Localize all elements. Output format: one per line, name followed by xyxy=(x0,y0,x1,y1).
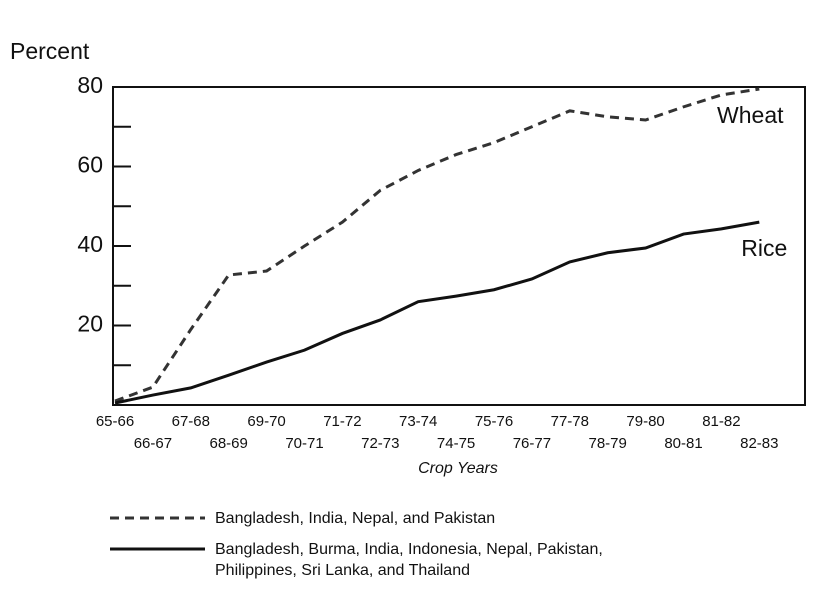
x-tick-label: 74-75 xyxy=(437,435,475,452)
y-tick-label: 60 xyxy=(77,152,103,178)
legend: Bangladesh, India, Nepal, and Pakistan Ba… xyxy=(110,508,605,591)
legend-label: Bangladesh, Burma, India, Indonesia, Nep… xyxy=(215,541,603,579)
legend-swatch xyxy=(110,547,205,551)
x-tick-label: 78-79 xyxy=(589,435,627,452)
series-line xyxy=(114,87,760,403)
legend-item: Bangladesh, Burma, India, Indonesia, Nep… xyxy=(110,539,605,581)
series-line xyxy=(114,220,760,405)
x-tick-label: 77-78 xyxy=(551,413,589,430)
chart: Percent Crop Years 20 40 60 80 65-6666-6767-… xyxy=(10,38,806,477)
x-tick-label: 65-66 xyxy=(96,413,134,430)
x-tick-label: 71-72 xyxy=(323,413,361,430)
x-tick-label: 66-67 xyxy=(134,435,172,452)
x-tick-label: 70-71 xyxy=(285,435,323,452)
x-tick-label: 67-68 xyxy=(172,413,210,430)
x-tick-label: 79-80 xyxy=(626,413,664,430)
y-tick-label: 80 xyxy=(77,72,103,98)
x-tick-label: 75-76 xyxy=(475,413,513,430)
y-axis-label: Percent xyxy=(10,38,90,64)
x-tick-label: 68-69 xyxy=(210,435,248,452)
y-tick-label: 20 xyxy=(77,311,103,337)
x-tick-label: 73-74 xyxy=(399,413,437,430)
plot-frame xyxy=(112,86,806,406)
y-tick-label: 40 xyxy=(77,231,103,257)
x-tick-label: 81-82 xyxy=(702,413,740,430)
line-label: Wheat xyxy=(717,102,784,128)
legend-swatch xyxy=(110,516,205,520)
line-label: Rice xyxy=(741,235,787,261)
x-axis-label: Crop Years xyxy=(418,460,498,477)
x-tick-label: 76-77 xyxy=(513,435,551,452)
legend-label: Bangladesh, India, Nepal, and Pakistan xyxy=(215,510,496,527)
x-tick-label: 80-81 xyxy=(664,435,702,452)
x-tick-label: 69-70 xyxy=(247,413,285,430)
legend-item: Bangladesh, India, Nepal, and Pakistan xyxy=(110,508,605,529)
x-tick-label: 72-73 xyxy=(361,435,399,452)
x-tick-label: 82-83 xyxy=(740,435,778,452)
